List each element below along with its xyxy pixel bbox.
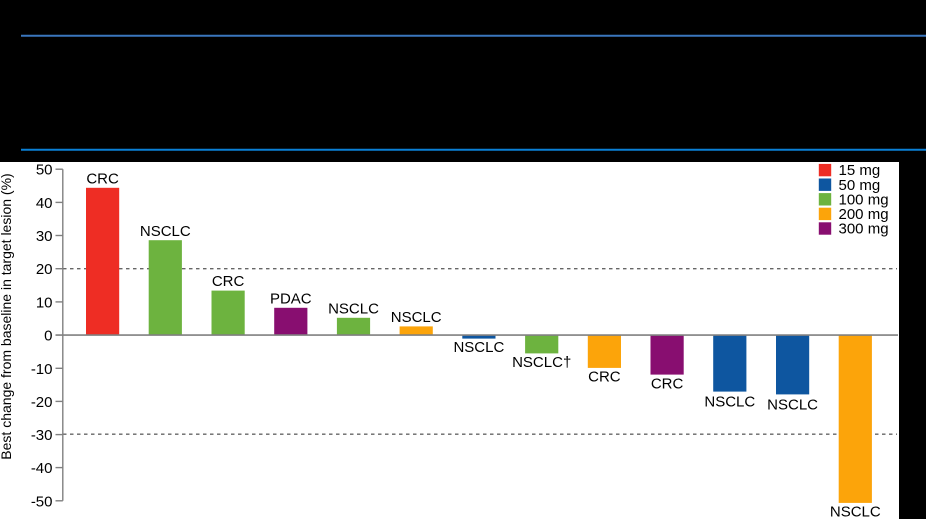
- svg-text:0: 0: [44, 328, 52, 345]
- svg-text:NSCLC: NSCLC: [704, 394, 755, 411]
- svg-text:CRC: CRC: [86, 170, 119, 187]
- svg-text:10: 10: [36, 294, 53, 311]
- svg-text:CRC: CRC: [651, 376, 684, 393]
- svg-text:NSCLC: NSCLC: [391, 309, 442, 326]
- svg-text:50 mg: 50 mg: [839, 177, 881, 194]
- svg-text:NSCLC: NSCLC: [830, 504, 881, 519]
- svg-text:30: 30: [36, 228, 53, 245]
- svg-text:NSCLC†: NSCLC†: [512, 354, 571, 371]
- svg-text:-30: -30: [31, 427, 53, 444]
- svg-text:-40: -40: [31, 460, 53, 477]
- svg-text:PDAC: PDAC: [270, 290, 312, 307]
- svg-text:NSCLC: NSCLC: [453, 339, 504, 356]
- svg-text:200 mg: 200 mg: [839, 206, 889, 223]
- svg-text:-10: -10: [31, 361, 53, 378]
- svg-text:NSCLC: NSCLC: [140, 223, 191, 240]
- svg-text:CRC: CRC: [588, 368, 621, 385]
- svg-text:NSCLC: NSCLC: [328, 300, 379, 317]
- svg-text:100 mg: 100 mg: [839, 191, 889, 208]
- svg-text:15 mg: 15 mg: [839, 162, 881, 179]
- svg-text:50: 50: [36, 162, 53, 179]
- svg-text:20: 20: [36, 261, 53, 278]
- svg-text:CRC: CRC: [212, 273, 245, 290]
- svg-text:Best change from baseline in t: Best change from baseline in target lesi…: [0, 173, 14, 459]
- svg-text:40: 40: [36, 195, 53, 212]
- svg-text:-50: -50: [31, 493, 53, 510]
- svg-text:NSCLC: NSCLC: [767, 396, 818, 413]
- svg-text:-20: -20: [31, 394, 53, 411]
- svg-text:300 mg: 300 mg: [839, 221, 889, 238]
